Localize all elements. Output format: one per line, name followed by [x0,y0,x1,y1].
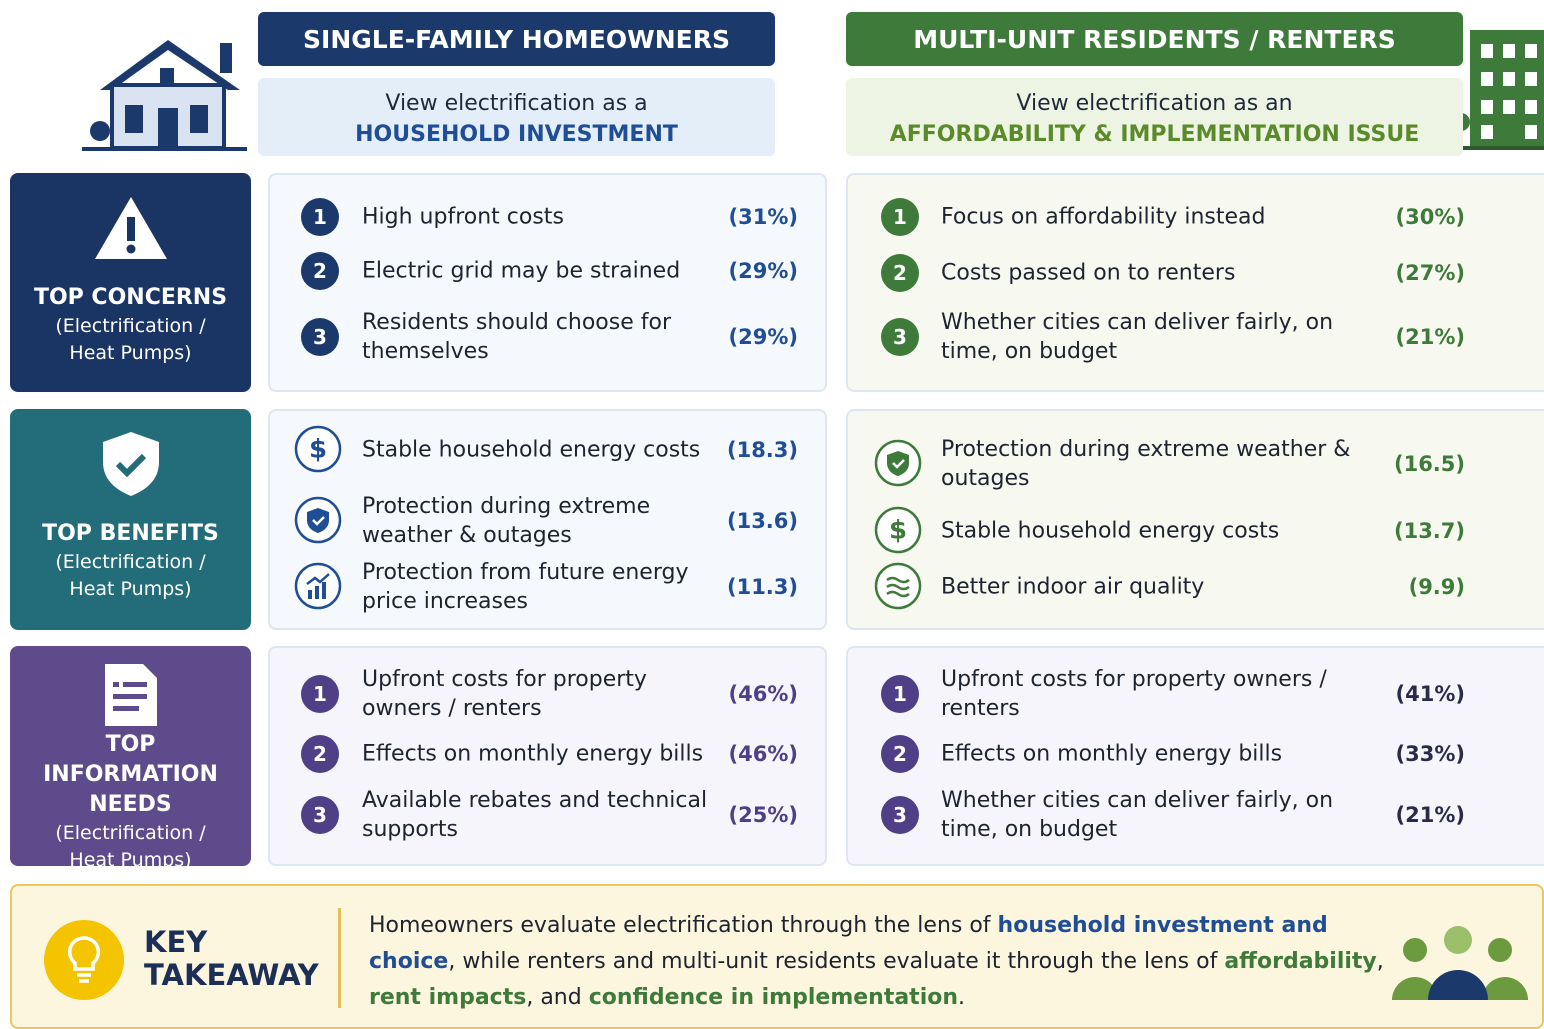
view-line: View electrification as a [258,88,775,119]
page: SINGLE-FAMILY HOMEOWNERS View electrifica… [0,0,1544,1029]
item-text: Available rebates and technical supports [362,786,727,844]
section-title: TOP CONCERNS [10,283,251,313]
item-text: Protection during extreme weather & outa… [941,435,1381,493]
item-value: (9.9) [1375,575,1465,599]
item-text: High upfront costs [362,203,727,232]
divider [338,908,341,1008]
number-marker: 1 [881,198,919,236]
item-text: Protection from future energy price incr… [362,558,727,616]
number-marker: 1 [301,675,339,713]
view-emphasis: AFFORDABILITY & IMPLEMENTATION ISSUE [846,119,1463,150]
column-title: SINGLE-FAMILY HOMEOWNERS [258,12,775,66]
item-text: Whether cities can deliver fairly, on ti… [941,308,1381,366]
benefit-icon [874,439,924,489]
section-title: TOP INFORMATION NEEDS [10,730,251,820]
item-text: Effects on monthly energy bills [941,740,1381,769]
benefit-icon: $ [294,425,344,475]
takeaway-segment: , while renters and multi-unit residents… [448,949,1224,974]
item-text: Better indoor air quality [941,573,1381,602]
number-marker: 2 [301,252,339,290]
number-marker: 3 [301,318,339,356]
section-subtitle: (Electrification / Heat Pumps) [10,820,251,874]
takeaway-segment: . [958,985,965,1010]
benefit-icon [294,562,344,612]
takeaway-box: KEY TAKEAWAY Homeowners evaluate electri… [10,884,1544,1029]
section-subtitle: (Electrification / Heat Pumps) [10,549,251,603]
item-value: (29%) [708,325,798,349]
item-value: (29%) [708,259,798,283]
item-text: Stable household energy costs [941,517,1381,546]
number-marker: 3 [881,318,919,356]
number-marker: 1 [301,198,339,236]
number-marker: 2 [301,735,339,773]
column-title: MULTI-UNIT RESIDENTS / RENTERS [846,12,1463,66]
item-text: Effects on monthly energy bills [362,740,727,769]
takeaway-title: KEY TAKEAWAY [144,926,334,992]
section-icon [10,646,251,730]
section-label: TOP INFORMATION NEEDS(Electrification / … [10,646,251,866]
section-label: TOP BENEFITS(Electrification / Heat Pump… [10,409,251,630]
item-text: Stable household energy costs [362,436,727,465]
item-value: (21%) [1375,325,1465,349]
item-text: Residents should choose for themselves [362,308,727,366]
number-marker: 2 [881,735,919,773]
number-marker: 2 [881,254,919,292]
takeaway-segment: confidence in implementation [589,985,958,1010]
item-value: (33%) [1375,742,1465,766]
item-value: (46%) [708,682,798,706]
view-line: View electrification as an [846,88,1463,119]
item-text: Costs passed on to renters [941,259,1381,288]
svg-text:$: $ [309,435,327,465]
item-value: (18.3) [708,438,798,462]
bulb-icon [42,918,126,1002]
number-marker: 3 [881,796,919,834]
takeaway-segment: Homeowners evaluate electrification thro… [369,913,998,938]
item-text: Upfront costs for property owners / rent… [362,665,727,723]
svg-text:$: $ [889,516,907,546]
item-text: Upfront costs for property owners / rent… [941,665,1381,723]
house-icon [80,35,255,155]
item-value: (13.7) [1375,519,1465,543]
item-value: (46%) [708,742,798,766]
item-text: Protection during extreme weather & outa… [362,492,727,550]
item-value: (25%) [708,803,798,827]
number-marker: 3 [301,796,339,834]
takeaway-text: Homeowners evaluate electrification thro… [369,908,1399,1016]
section-title: TOP BENEFITS [10,519,251,549]
item-value: (16.5) [1375,452,1465,476]
takeaway-segment: affordability [1224,949,1376,974]
takeaway-segment: , [1377,949,1384,974]
item-value: (27%) [1375,261,1465,285]
item-value: (31%) [708,205,798,229]
item-text: Focus on affordability instead [941,203,1381,232]
takeaway-segment: rent impacts [369,985,526,1010]
number-marker: 1 [881,675,919,713]
section-label: TOP CONCERNS(Electrification / Heat Pump… [10,173,251,392]
takeaway-segment: , and [526,985,588,1010]
people-icon [1390,922,1530,1002]
item-value: (41%) [1375,682,1465,706]
benefit-icon [874,562,924,612]
benefit-icon: $ [874,506,924,556]
view-emphasis: HOUSEHOLD INVESTMENT [258,119,775,150]
section-icon [10,409,251,509]
benefit-icon [294,496,344,546]
item-value: (11.3) [708,575,798,599]
section-icon [10,173,251,273]
item-value: (21%) [1375,803,1465,827]
section-subtitle: (Electrification / Heat Pumps) [10,313,251,367]
item-value: (30%) [1375,205,1465,229]
item-text: Whether cities can deliver fairly, on ti… [941,786,1381,844]
item-value: (13.6) [708,509,798,533]
item-text: Electric grid may be strained [362,257,727,286]
